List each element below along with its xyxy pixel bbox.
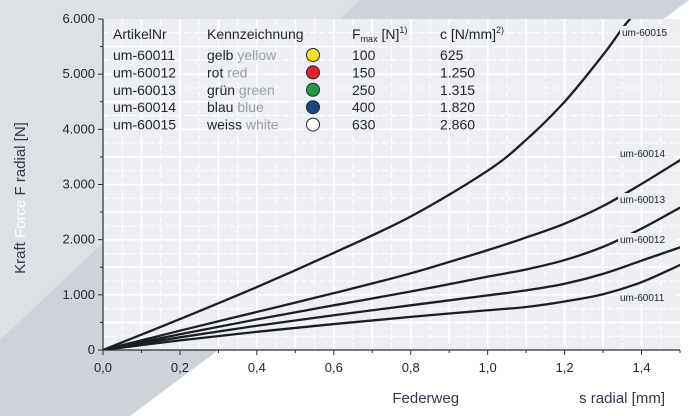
row-color-name-en: blue bbox=[237, 99, 264, 115]
row-color-name-en: red bbox=[227, 64, 247, 80]
row-fmax: 250 bbox=[352, 82, 376, 98]
row-artikel-nr: um-60013 bbox=[113, 82, 176, 98]
x-tick-label: 1,4 bbox=[632, 360, 650, 375]
series-end-label-bg bbox=[618, 233, 676, 246]
series-end-label-bg bbox=[618, 193, 676, 206]
x-tick-label: 0,4 bbox=[248, 360, 266, 375]
series-end-label: um-60014 bbox=[620, 149, 665, 160]
row-color-dot bbox=[306, 65, 320, 80]
y-tick-label: 4.000 bbox=[62, 121, 95, 136]
y-tick-label: 0 bbox=[88, 342, 95, 357]
row-fmax: 630 bbox=[352, 117, 376, 133]
row-c: 625 bbox=[440, 47, 464, 63]
row-color-name-en: white bbox=[245, 117, 279, 133]
series-line-um-60011 bbox=[103, 263, 680, 350]
series-end-label: um-60012 bbox=[620, 235, 665, 246]
row-c: 1.820 bbox=[440, 99, 475, 115]
table-header: ArtikelNr Kennzeichnung Fmax [N]1) c [N/mm]… bbox=[113, 25, 504, 44]
series-line-um-60013 bbox=[103, 206, 680, 350]
series-line-um-60012 bbox=[103, 246, 680, 350]
series-line-um-60015 bbox=[103, 19, 632, 350]
x-axis-label-de: Federweg bbox=[392, 390, 460, 407]
header-kennzeichnung: Kennzeichnung bbox=[207, 26, 304, 42]
row-c: 2.860 bbox=[440, 117, 475, 133]
table-row: um-60013 grün green 250 1.315 bbox=[113, 82, 475, 98]
table-row: um-60012 rot red 150 1.250 bbox=[113, 64, 475, 80]
row-color-dot bbox=[306, 100, 320, 115]
table-row: um-60014 blau blue 400 1.820 bbox=[113, 99, 475, 115]
row-color-dot bbox=[306, 82, 320, 97]
series-line-um-60014 bbox=[103, 159, 680, 350]
table-row: um-60011 gelb yellow 100 625 bbox=[113, 47, 464, 63]
header-fmax: Fmax [N]1) bbox=[352, 25, 407, 44]
row-color-name-en: green bbox=[239, 82, 275, 98]
series-end-label: um-60015 bbox=[622, 28, 667, 39]
row-fmax: 100 bbox=[352, 47, 376, 63]
row-artikel-nr: um-60015 bbox=[113, 117, 176, 133]
row-color-name: weiss white bbox=[206, 117, 279, 133]
x-axis-label: Federweg Spring deflection s radial [mm] bbox=[392, 389, 665, 409]
y-tick-label: 6.000 bbox=[62, 11, 95, 26]
row-c: 1.250 bbox=[440, 64, 475, 80]
y-tick-label: 2.000 bbox=[62, 232, 95, 247]
series-end-label-bg bbox=[618, 291, 676, 304]
series-end-label-bg bbox=[618, 147, 676, 160]
curves bbox=[103, 19, 680, 350]
series-end-label: um-60013 bbox=[620, 195, 665, 206]
header-c-sup: 2) bbox=[496, 25, 504, 35]
table-row: um-60015 weiss white 630 2.860 bbox=[113, 117, 475, 133]
x-axis-label-en: Spring deflection bbox=[463, 390, 575, 407]
y-tick-label: 5.000 bbox=[62, 66, 95, 81]
series-end-label-bg bbox=[620, 26, 678, 39]
row-fmax: 400 bbox=[352, 99, 376, 115]
header-fmax-unit: [N] bbox=[378, 26, 400, 42]
row-color-name: grün green bbox=[207, 82, 275, 98]
x-tick-label: 0,6 bbox=[325, 360, 343, 375]
row-color-dot bbox=[306, 48, 320, 62]
row-artikel-nr: um-60011 bbox=[113, 47, 175, 63]
header-fmax-sup: 1) bbox=[399, 25, 407, 35]
row-artikel-nr: um-60012 bbox=[113, 64, 176, 80]
row-color-name: blau blue bbox=[207, 99, 264, 115]
x-tick-label: 1,0 bbox=[479, 360, 497, 375]
row-color-name: gelb yellow bbox=[207, 47, 277, 63]
x-tick-label: 0,2 bbox=[171, 360, 189, 375]
row-color-name: rot red bbox=[207, 64, 247, 80]
series-end-label: um-60011 bbox=[620, 293, 665, 304]
header-artikel: ArtikelNr bbox=[113, 26, 167, 42]
x-tick-label: 0,8 bbox=[402, 360, 420, 375]
row-color-dot bbox=[306, 117, 320, 132]
row-c: 1.315 bbox=[440, 82, 475, 98]
y-tick-label: 3.000 bbox=[62, 177, 95, 192]
x-tick-label: 1,2 bbox=[556, 360, 574, 375]
x-tick-label: 0,0 bbox=[94, 360, 112, 375]
header-fmax-sub: max bbox=[361, 34, 379, 44]
row-color-name-en: yellow bbox=[237, 47, 277, 63]
y-tick-label: 1.000 bbox=[62, 287, 95, 302]
x-axis-label-unit: s radial [mm] bbox=[579, 390, 665, 407]
row-artikel-nr: um-60014 bbox=[113, 99, 176, 115]
header-c: c [N/mm]2) bbox=[440, 25, 504, 42]
row-fmax: 150 bbox=[352, 64, 376, 80]
